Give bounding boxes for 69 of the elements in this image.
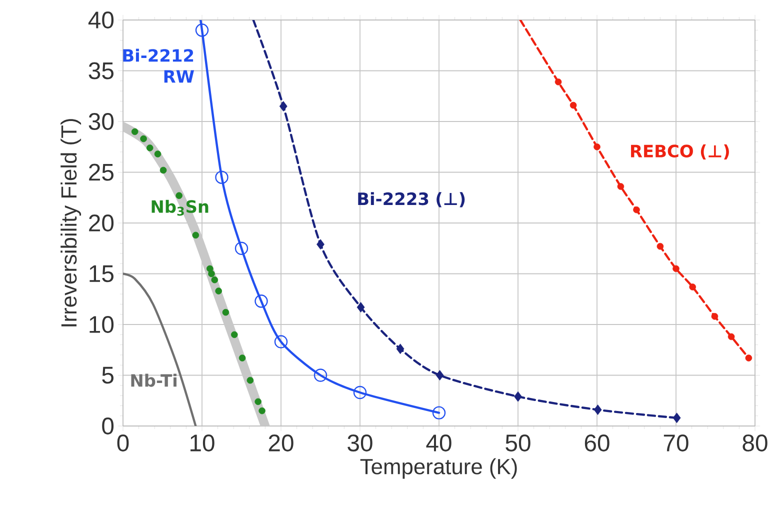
series-label: Nb$_{3}$Sn xyxy=(152,200,208,216)
point xyxy=(314,368,328,382)
point xyxy=(633,206,640,214)
point xyxy=(514,391,522,402)
point xyxy=(279,101,288,112)
point xyxy=(215,288,222,294)
point xyxy=(230,331,238,338)
point xyxy=(215,170,228,184)
x-tick-label: 30 xyxy=(348,434,372,452)
point xyxy=(254,294,268,308)
series-label: Bi-2212 RW xyxy=(123,48,194,83)
y-tick-label: 0 xyxy=(102,418,114,434)
x-axis-title: Temperature (K) xyxy=(360,458,517,479)
y-tick-label: 5 xyxy=(102,366,114,384)
point xyxy=(617,183,624,190)
point xyxy=(396,344,404,354)
point xyxy=(711,312,718,320)
point xyxy=(140,135,147,142)
line-series xyxy=(123,272,197,426)
point xyxy=(672,412,681,424)
y-axis-title: Irreversibility Field (T) xyxy=(60,119,82,326)
point xyxy=(176,192,182,199)
x-tick-label: 60 xyxy=(584,434,610,452)
point xyxy=(274,335,288,348)
series-label: REBCO (⊥) xyxy=(631,144,729,160)
x-tick-label: 70 xyxy=(664,434,688,452)
point xyxy=(131,128,138,136)
point xyxy=(656,242,664,250)
y-tick-label: 10 xyxy=(90,316,114,333)
point xyxy=(254,398,262,406)
point xyxy=(594,143,600,150)
point xyxy=(554,78,562,86)
series-label: Nb-Ti xyxy=(131,374,176,387)
point xyxy=(222,308,230,316)
point xyxy=(728,333,735,340)
point xyxy=(356,302,365,312)
point xyxy=(160,166,167,174)
x-tick-label: 20 xyxy=(268,434,294,452)
y-tick-label: 15 xyxy=(90,265,114,282)
y-tick-label: 35 xyxy=(88,62,114,80)
point xyxy=(154,150,162,158)
text: Bi-2223 (⊥) xyxy=(358,192,465,208)
point xyxy=(238,354,246,362)
point xyxy=(432,406,446,420)
point xyxy=(234,242,248,255)
y-tick-label: 25 xyxy=(89,164,114,181)
y-tick-label: 20 xyxy=(89,214,114,232)
y-tick-label: 30 xyxy=(88,113,114,130)
x-tick-label: 40 xyxy=(426,434,452,452)
point xyxy=(192,232,200,239)
point xyxy=(353,386,367,400)
x-tick-label: 0 xyxy=(117,434,129,452)
x-tick-label: 10 xyxy=(190,434,214,452)
point xyxy=(246,376,254,384)
point xyxy=(745,354,752,362)
x-tick-label: 50 xyxy=(506,434,530,452)
y-tick-label: 40 xyxy=(88,12,114,28)
point xyxy=(436,370,444,380)
point xyxy=(570,102,577,109)
point xyxy=(211,276,218,284)
point xyxy=(689,284,696,290)
point xyxy=(316,239,324,250)
point xyxy=(146,144,154,152)
x-tick-label: 80 xyxy=(742,434,768,452)
point xyxy=(195,24,209,37)
point xyxy=(594,404,602,415)
point xyxy=(672,265,680,272)
point xyxy=(208,270,215,278)
point xyxy=(258,407,266,414)
